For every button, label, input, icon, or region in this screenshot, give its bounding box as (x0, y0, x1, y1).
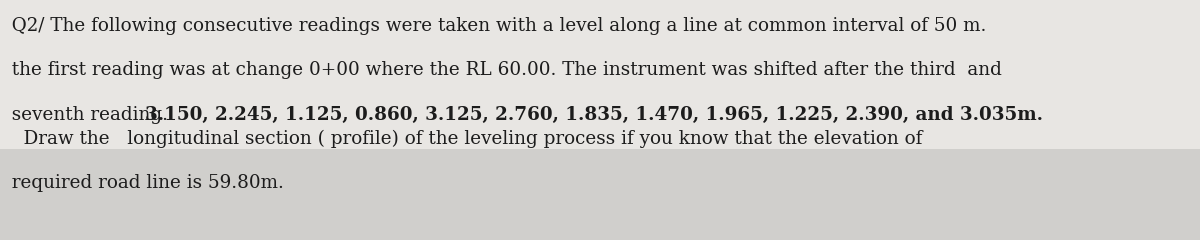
Text: required road line is 59.80m.: required road line is 59.80m. (0, 174, 284, 192)
Text: the first reading was at change 0+00 where the RL 60.00. The instrument was shif: the first reading was at change 0+00 whe… (0, 61, 1002, 79)
Text: Q2/ The following consecutive readings were taken with a level along a line at c: Q2/ The following consecutive readings w… (0, 17, 986, 35)
FancyBboxPatch shape (0, 149, 1200, 240)
Text: 3.150, 2.245, 1.125, 0.860, 3.125, 2.760, 1.835, 1.470, 1.965, 1.225, 2.390, and: 3.150, 2.245, 1.125, 0.860, 3.125, 2.760… (145, 106, 1043, 124)
FancyBboxPatch shape (0, 0, 1200, 149)
Text: Draw the   longitudinal section ( profile) of the leveling process if you know t: Draw the longitudinal section ( profile)… (0, 130, 923, 148)
Text: seventh reading.: seventh reading. (0, 106, 174, 124)
